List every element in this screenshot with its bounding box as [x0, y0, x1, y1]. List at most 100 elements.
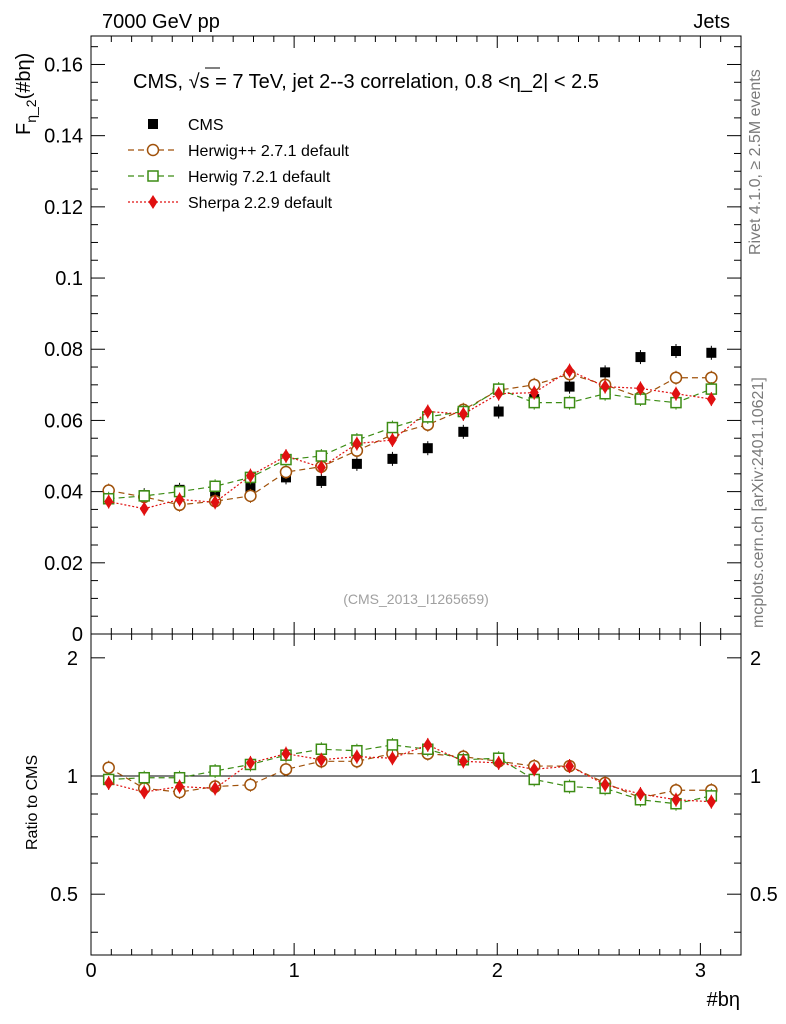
main-sherpa-point	[316, 460, 326, 475]
ratio-herwig7-point	[138, 771, 150, 784]
main-cms-point	[422, 443, 433, 454]
main-cms-point	[671, 346, 681, 357]
ratio-sherpa-point	[458, 754, 468, 769]
main-herwig7-point	[634, 393, 647, 405]
main-sherpa-point	[139, 501, 149, 516]
ratio-y-tick-label-right: 1	[750, 766, 761, 788]
main-cms-point	[635, 352, 646, 363]
main-cms-point	[351, 458, 362, 469]
ratio-y-tick-label-right: 2	[750, 648, 761, 670]
main-herwigpp-point	[244, 489, 257, 503]
ratio-sherpa-point	[175, 779, 185, 794]
main-cms-point	[316, 475, 327, 486]
rivet-label: Rivet 4.1.0, ≥ 2.5M events	[747, 69, 764, 255]
main-sherpa-point	[706, 392, 716, 407]
main-herwig7-point	[386, 421, 399, 434]
x-axis-label: #bη	[707, 989, 740, 1011]
main-cms-point	[493, 406, 504, 417]
main-herwigpp-point	[705, 371, 718, 384]
ratio-sherpa-point	[352, 749, 362, 764]
header-left: 7000 GeV pp	[102, 11, 220, 33]
legend-label-cms: CMS	[188, 117, 224, 134]
ratio-sherpa-point	[245, 755, 255, 770]
ratio-herwigpp-point	[102, 761, 115, 774]
legend-marker-cms	[148, 119, 158, 129]
ratio-sherpa-point	[316, 752, 326, 767]
main-sherpa-point	[387, 433, 397, 448]
ratio-sherpa-point	[565, 759, 575, 774]
main-ylabel: Fη_2(#bη)	[13, 53, 39, 135]
main-cms-point	[600, 367, 611, 378]
ratio-herwigpp-point	[244, 778, 257, 792]
main-herwigpp-point	[669, 371, 683, 384]
main-cms-point	[245, 483, 256, 494]
ratio-ylabel: Ratio to CMS	[24, 755, 41, 850]
ratio-y-tick-label: 0.5	[50, 884, 78, 906]
ratio-sherpa-point	[600, 777, 610, 792]
main-sherpa-point	[175, 492, 185, 507]
main-herwigpp-line	[108, 373, 712, 506]
y-tick-label: 0.14	[44, 126, 83, 148]
main-sherpa-point	[104, 494, 114, 509]
ratio-sherpa-point	[104, 775, 114, 790]
main-ylabel-main: F	[13, 123, 35, 135]
main-sherpa-point	[210, 495, 220, 510]
ratio-sherpa-point	[529, 762, 539, 777]
main-sherpa-line	[108, 369, 712, 510]
ratio-sherpa-point	[635, 786, 645, 801]
legend-marker-herwig7	[147, 170, 159, 182]
main-herwig7-point	[138, 490, 150, 502]
main-sherpa-point	[671, 386, 681, 401]
main-cms-point	[564, 381, 575, 392]
ratio-sherpa-point	[139, 785, 149, 800]
main-series	[102, 344, 718, 516]
main-sherpa-point	[281, 449, 291, 464]
legend: CMS Herwig++ 2.7.1 default Herwig 7.2.1 de…	[128, 117, 350, 212]
main-sherpa-point	[565, 363, 575, 378]
chart-title-sqrt: √s	[189, 71, 210, 93]
y-tick-label: 0.02	[44, 553, 83, 575]
x-tick-label: 2	[492, 960, 503, 982]
ratio-herwigpp-point	[279, 763, 293, 776]
main-sherpa-point	[458, 407, 468, 422]
y-tick-label: 0.12	[44, 197, 83, 219]
legend-marker-sherpa	[148, 195, 158, 209]
ratio-sherpa-line	[108, 744, 712, 803]
main-cms-point	[706, 347, 717, 358]
ratio-herwig7-point	[315, 743, 328, 755]
x-tick-label: 0	[85, 960, 96, 982]
main-sherpa-point	[423, 404, 433, 419]
y-tick-label: 0.08	[44, 339, 83, 361]
chart-title-rest: = 7 TeV, jet 2--3 correlation, 0.8 <η_2|…	[210, 71, 599, 93]
ratio-herwig7-point	[563, 780, 576, 793]
y-tick-label: 0.04	[44, 482, 83, 504]
ratio-sherpa-point	[387, 751, 397, 766]
legend-marker-herwigpp	[146, 143, 160, 157]
legend-label-sherpa: Sherpa 2.2.9 default	[188, 195, 333, 212]
mcplots-label: mcplots.cern.ch [arXiv:2401.10621]	[750, 377, 767, 628]
chart-title: CMS, √s = 7 TeV, jet 2--3 correlation, 0…	[133, 71, 599, 93]
ratio-y-tick-label-right: 0.5	[750, 884, 778, 906]
y-tick-label: 0.16	[44, 54, 83, 76]
main-herwig7-line	[108, 388, 712, 500]
main-herwig7-point	[315, 450, 328, 462]
x-tick-label: 1	[289, 960, 300, 982]
main-sherpa-point	[529, 385, 539, 400]
legend-label-herwig7: Herwig 7.2.1 default	[188, 169, 331, 186]
main-herwig7-point	[563, 396, 576, 409]
x-tick-label: 3	[695, 960, 706, 982]
y-tick-label: 0	[72, 624, 83, 646]
header-right: Jets	[693, 11, 730, 33]
main-sherpa-point	[600, 379, 610, 394]
main-cms-point	[387, 453, 398, 464]
ratio-y-tick-label: 2	[67, 648, 78, 670]
main-sherpa-point	[352, 436, 362, 451]
ratio-series	[102, 737, 718, 811]
analysis-watermark: (CMS_2013_I1265659)	[343, 591, 489, 607]
main-cms-point	[458, 426, 469, 437]
ratio-sherpa-point	[671, 792, 681, 807]
main-sherpa-point	[245, 468, 255, 483]
main-axes: 0 0.02 0.04 0.06 0.08 0.1 0.12 0.14 0.16	[44, 36, 742, 646]
ratio-sherpa-point	[706, 794, 716, 809]
